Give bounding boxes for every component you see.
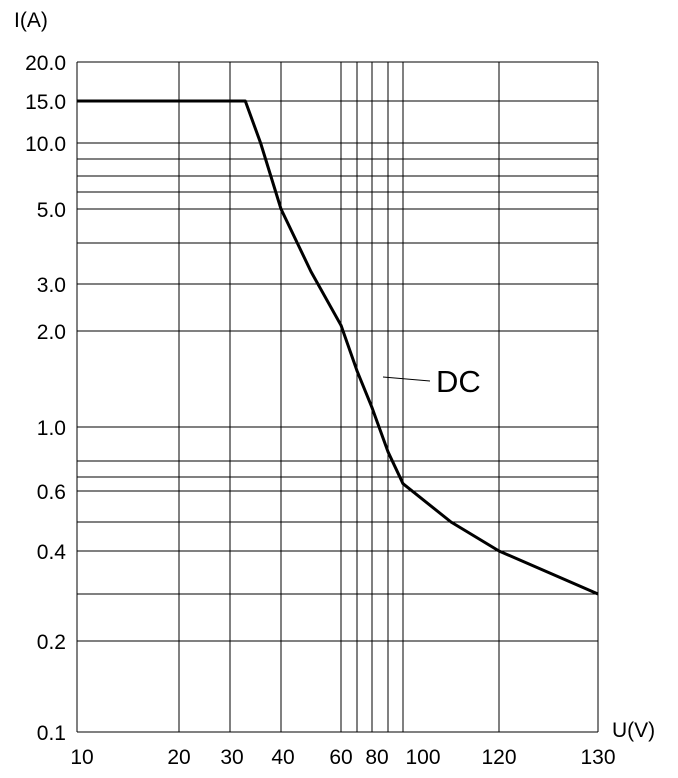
x-tick-label: 130 [580, 746, 615, 769]
y-tick-label: 0.6 [37, 481, 66, 504]
annotation: DC [382, 364, 481, 399]
y-tick-label: 0.4 [37, 541, 67, 564]
x-tick-label: 10 [70, 746, 93, 769]
x-tick-label: 100 [405, 746, 440, 769]
x-tick-label: 20 [167, 746, 190, 769]
series-line-dc [77, 99, 599, 596]
axis-labels: I(A) U(V) [14, 9, 655, 742]
y-tick-label: 1.0 [37, 417, 66, 440]
series [77, 99, 599, 596]
x-axis-label: U(V) [612, 719, 655, 742]
x-tick-label: 40 [271, 746, 294, 769]
y-tick-label: 0.1 [37, 722, 66, 745]
annotation-leader-line [382, 376, 431, 382]
x-tick-label: 80 [365, 746, 388, 769]
y-tick-label: 5.0 [37, 199, 66, 222]
annotation-dc-label: DC [436, 364, 481, 399]
y-tick-label: 0.2 [37, 631, 66, 654]
y-tick-label: 2.0 [37, 321, 66, 344]
tick-labels: 20.0 15.0 10.0 5.0 3.0 2.0 1.0 0.6 0.4 0.2 0.110 20… [25, 52, 615, 769]
y-tick-label: 10.0 [25, 133, 66, 156]
y-tick-label: 3.0 [37, 274, 66, 297]
x-tick-label: 120 [481, 746, 516, 769]
grid [76, 61, 599, 733]
y-tick-label: 15.0 [25, 91, 66, 114]
y-tick-label: 20.0 [25, 52, 66, 75]
x-tick-label: 60 [329, 746, 352, 769]
y-axis-label: I(A) [14, 9, 48, 32]
x-tick-label: 30 [220, 746, 243, 769]
